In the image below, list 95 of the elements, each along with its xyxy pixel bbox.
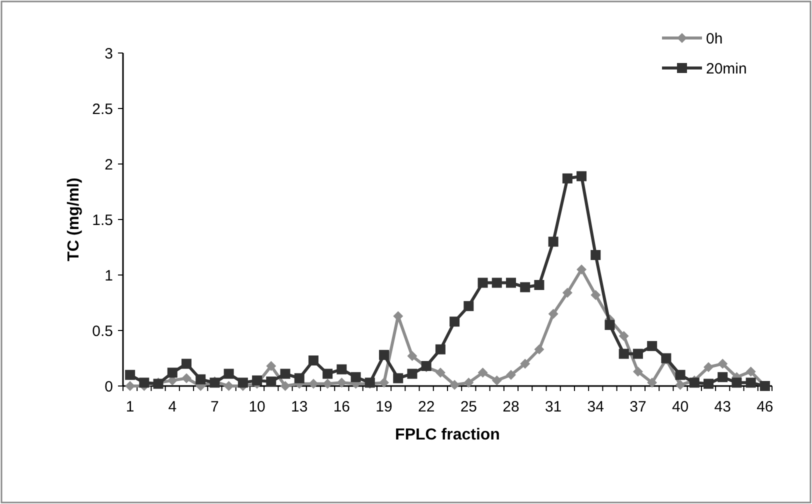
y-tick-label: 3: [104, 45, 113, 62]
point: [266, 361, 276, 372]
point: [464, 378, 474, 388]
x-tick-label: 7: [210, 398, 219, 416]
point: [322, 378, 333, 389]
legend-label: 20min: [706, 60, 747, 78]
y-tick-label: 1: [104, 267, 113, 284]
point: [632, 348, 643, 359]
point: [308, 355, 318, 366]
point: [294, 373, 304, 384]
point: [435, 368, 446, 378]
point: [548, 236, 558, 247]
x-tick-label: 25: [460, 398, 478, 416]
point: [647, 378, 658, 388]
x-tick-label: 43: [714, 398, 731, 416]
point: [506, 370, 516, 380]
x-tick-label: 28: [502, 398, 520, 416]
point: [450, 380, 460, 390]
x-tick-label: 46: [756, 398, 774, 416]
point: [478, 278, 488, 288]
point: [562, 288, 572, 298]
point: [704, 378, 714, 389]
point: [618, 348, 629, 359]
point: [576, 171, 587, 182]
x-tick-label: 1: [126, 398, 134, 416]
point: [520, 358, 530, 369]
point: [350, 372, 361, 382]
point: [450, 316, 460, 327]
x-tick-label: 22: [418, 398, 435, 416]
point: [492, 278, 502, 288]
point: [618, 331, 629, 342]
point: [139, 378, 150, 388]
point: [604, 320, 615, 330]
point: [732, 378, 742, 388]
y-axis-title: TC (mg/ml): [66, 178, 83, 262]
point: [196, 374, 206, 384]
x-tick-label: 37: [630, 398, 646, 416]
point: [435, 344, 446, 354]
x-tick-label: 13: [291, 398, 308, 416]
point: [379, 378, 390, 388]
x-tick-label: 31: [544, 398, 562, 416]
point: [393, 373, 404, 384]
point: [534, 344, 544, 354]
point: [689, 378, 700, 388]
point: [266, 376, 276, 387]
point: [407, 368, 418, 379]
x-tick-label: 34: [587, 398, 604, 416]
point: [590, 250, 601, 260]
point: [746, 366, 756, 377]
point: [647, 341, 658, 352]
legend-label: 0h: [706, 30, 723, 48]
point: [746, 378, 756, 388]
point: [492, 375, 502, 386]
point: [562, 173, 572, 184]
y-tick-label: 0.5: [92, 322, 113, 340]
point: [167, 368, 178, 378]
y-tick-label: 1.5: [92, 212, 113, 229]
point: [379, 350, 390, 360]
point: [506, 278, 516, 288]
y-tick-label: 2.5: [92, 100, 113, 118]
point: [520, 282, 530, 292]
x-tick-label: 16: [333, 398, 350, 416]
x-tick-label: 19: [376, 398, 392, 416]
point: [576, 264, 587, 274]
point: [718, 372, 728, 382]
point: [478, 368, 488, 378]
point: [181, 373, 192, 384]
point: [252, 375, 262, 386]
point: [322, 368, 333, 379]
point: [548, 308, 558, 319]
point: [181, 358, 192, 369]
point: [590, 290, 601, 300]
point: [280, 381, 290, 391]
point: [704, 362, 714, 372]
point: [308, 378, 318, 389]
x-tick-label: 40: [672, 398, 689, 416]
point: [632, 366, 643, 377]
x-tick-label: 4: [168, 398, 177, 416]
point: [464, 301, 474, 312]
x-axis-title: FPLC fraction: [395, 426, 500, 444]
point: [280, 368, 290, 379]
point: [675, 370, 686, 380]
y-tick-label: 2: [104, 156, 113, 174]
point: [238, 378, 248, 388]
y-tick-label: 0: [104, 378, 113, 396]
point: [407, 351, 418, 362]
point: [718, 358, 728, 369]
point: [224, 368, 234, 379]
point: [534, 280, 544, 290]
point: [336, 364, 347, 374]
point: [675, 380, 686, 390]
point: [224, 381, 234, 391]
point: [125, 370, 136, 380]
x-tick-label: 10: [248, 398, 266, 416]
point: [336, 378, 347, 388]
